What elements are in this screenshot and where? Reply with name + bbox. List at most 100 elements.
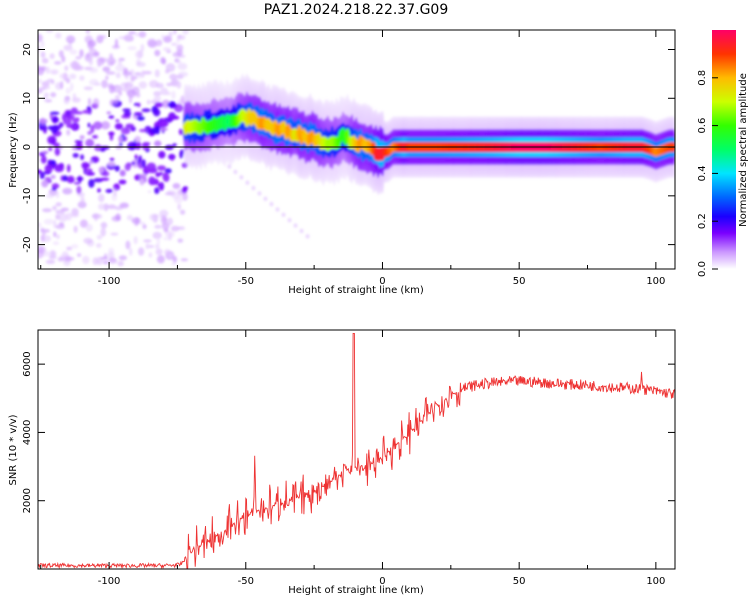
heatmap-cell: [123, 111, 132, 116]
x-tick-label: 50: [513, 576, 526, 587]
heatmap-cell: [134, 154, 138, 161]
heatmap-cell: [173, 30, 177, 35]
heatmap-cell: [124, 163, 131, 171]
heatmap-cell: [59, 73, 69, 79]
heatmap-cell: [55, 202, 62, 207]
heatmap-cell: [80, 196, 85, 204]
heatmap-cell: [134, 219, 139, 227]
heatmap-cell: [76, 185, 82, 194]
heatmap-cell: [119, 202, 129, 209]
heatmap-cell: [79, 75, 85, 81]
heatmap-cell: [55, 191, 60, 199]
heatmap-cell: [155, 248, 163, 256]
heatmap-cell: [100, 121, 111, 130]
heatmap-cell: [38, 78, 43, 84]
heatmap-cell: [138, 81, 147, 89]
heatmap-cell: [50, 92, 57, 98]
heatmap-cell: [141, 108, 151, 113]
heatmap-cell: [110, 232, 119, 236]
heatmap-cell: [45, 30, 54, 33]
heatmap-cell: [62, 175, 68, 182]
heatmap-cell: [293, 223, 298, 228]
heatmap-cell: [74, 117, 80, 122]
heatmap-cell: [72, 153, 79, 158]
heatmap-cell: [130, 36, 134, 42]
heatmap-cell: [51, 251, 57, 257]
heatmap-cell: [136, 62, 146, 67]
heatmap-cell: [77, 201, 87, 209]
heatmap-cell: [239, 175, 244, 180]
heatmap-cell: [57, 257, 64, 262]
heatmap-cell: [52, 205, 57, 211]
heatmap-cell: [66, 175, 75, 184]
heatmap-cell: [134, 135, 141, 143]
heatmap-cell: [281, 212, 286, 218]
heatmap-cell: [107, 161, 116, 167]
heatmap-cell: [61, 55, 66, 63]
heatmap-cell: [66, 35, 76, 44]
heatmap-cell: [40, 155, 47, 164]
heatmap-cell: [50, 174, 56, 179]
snr-y-label: SNR (10 * v/v): [8, 414, 19, 485]
snr-y-ticks: 2000 4000 6000: [22, 351, 675, 513]
heatmap-cell: [93, 98, 100, 108]
y-tick-label: 20: [22, 43, 33, 56]
heatmap-cell: [159, 127, 168, 131]
heatmap-cell: [145, 243, 150, 250]
heatmap-cell: [86, 52, 90, 59]
heatmap-cell: [105, 71, 116, 75]
heatmap-cell: [117, 260, 124, 267]
heatmap-cell: [75, 56, 82, 60]
heatmap-cell: [135, 32, 139, 37]
heatmap-cell: [106, 111, 112, 115]
heatmap-cell: [101, 79, 108, 89]
x-tick-label: -100: [98, 576, 121, 587]
colorbar-tick-label: 0.8: [697, 70, 708, 86]
heatmap-cell: [96, 234, 103, 240]
heatmap-cell: [93, 121, 103, 130]
heatmap-cell: [39, 172, 45, 180]
heatmap-cell: [89, 67, 98, 73]
heatmap-cell: [149, 215, 159, 221]
heatmap-cell: [163, 173, 170, 182]
snr-x-label: Height of straight line (km): [288, 585, 424, 596]
heatmap-cell: [157, 182, 162, 188]
heatmap-cell: [48, 146, 53, 152]
heatmap-cell: [100, 222, 108, 229]
heatmap-cell: [155, 125, 161, 135]
spectrogram-x-label: Height of straight line (km): [288, 285, 424, 296]
heatmap-cell: [86, 30, 90, 34]
spectrogram-x-ticks: -100 -50 0 50 100: [40, 30, 665, 287]
heatmap-cell: [177, 226, 185, 231]
heatmap-cell: [251, 185, 256, 191]
heatmap-cell: [105, 75, 109, 81]
heatmap-cell: [138, 247, 145, 256]
heatmap-cell: [299, 228, 304, 234]
heatmap-cell: [133, 112, 143, 117]
heatmap-cell: [119, 169, 126, 177]
heatmap-cell: [125, 240, 131, 250]
heatmap-cell: [245, 180, 250, 185]
heatmap-cell: [68, 111, 73, 118]
heatmap-cell: [179, 150, 184, 159]
x-tick-label: -50: [238, 576, 254, 587]
heatmap-cell: [176, 59, 181, 64]
heatmap-cell: [70, 212, 79, 218]
heatmap-cell: [170, 155, 174, 161]
heatmap-cell: [90, 156, 100, 164]
heatmap-cell: [142, 224, 147, 230]
heatmap-cell: [149, 245, 154, 248]
heatmap-cell: [45, 66, 50, 74]
heatmap-cell: [182, 186, 189, 190]
heatmap-cell: [50, 125, 59, 134]
heatmap-cell: [60, 222, 65, 227]
heatmap-cell: [131, 161, 136, 165]
heatmap-cell: [171, 42, 178, 46]
heatmap-cell: [170, 225, 180, 232]
heatmap-cell: [162, 237, 172, 241]
x-tick-label: -100: [98, 276, 121, 287]
heatmap-cell: [172, 255, 178, 263]
heatmap-cell: [42, 235, 51, 243]
heatmap-cell: [118, 179, 127, 185]
heatmap-cell: [176, 44, 184, 52]
